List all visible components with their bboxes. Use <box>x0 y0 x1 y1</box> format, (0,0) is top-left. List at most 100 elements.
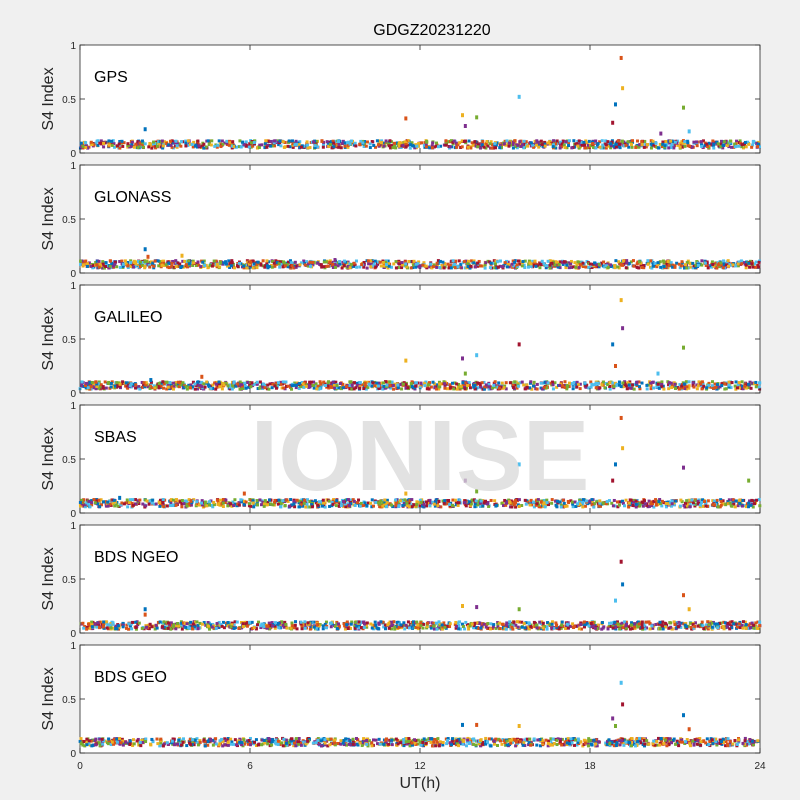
data-point <box>152 140 156 144</box>
data-point <box>719 263 723 267</box>
data-point <box>242 491 246 496</box>
data-point <box>529 141 533 145</box>
data-point <box>438 626 442 630</box>
data-point <box>363 381 367 385</box>
data-point <box>447 498 451 502</box>
data-point <box>81 144 85 148</box>
data-point <box>709 142 713 146</box>
data-point <box>224 498 228 502</box>
data-point <box>230 146 234 150</box>
data-point <box>627 505 631 509</box>
data-point <box>165 380 169 384</box>
data-point <box>401 143 405 147</box>
data-point <box>624 143 628 147</box>
data-point <box>480 624 484 628</box>
data-point <box>341 382 345 386</box>
data-point <box>690 498 694 502</box>
data-point <box>513 383 517 387</box>
data-point <box>552 140 556 144</box>
data-point <box>531 259 535 263</box>
data-point <box>435 387 439 391</box>
data-point <box>528 261 532 265</box>
data-point <box>330 144 334 148</box>
data-point <box>104 500 108 504</box>
data-point <box>247 504 251 508</box>
data-point <box>461 383 465 387</box>
data-point <box>333 262 337 266</box>
data-point <box>243 381 247 385</box>
data-point <box>79 145 83 149</box>
data-point <box>543 380 547 384</box>
data-point <box>80 382 84 386</box>
data-point <box>348 266 352 270</box>
data-point <box>661 620 665 624</box>
data-point <box>292 266 296 270</box>
data-point <box>302 259 306 263</box>
data-point <box>175 142 179 146</box>
data-point <box>238 139 242 143</box>
data-point <box>440 264 444 268</box>
data-point <box>387 264 391 268</box>
data-point <box>513 380 517 384</box>
data-point <box>623 380 627 384</box>
data-point <box>338 260 342 264</box>
data-point <box>257 620 261 624</box>
data-point <box>657 622 661 626</box>
data-point <box>396 386 400 390</box>
data-point <box>417 260 421 264</box>
data-point <box>430 144 434 148</box>
data-point <box>685 499 689 503</box>
data-point <box>384 260 388 264</box>
data-point <box>92 498 96 502</box>
data-point <box>650 266 654 270</box>
data-point <box>643 502 647 506</box>
data-point <box>85 501 89 505</box>
data-point <box>277 262 281 266</box>
data-point <box>463 499 467 503</box>
data-point <box>634 502 638 506</box>
data-point <box>277 498 281 502</box>
data-point <box>538 140 542 144</box>
data-point <box>719 498 723 502</box>
data-point <box>295 383 299 387</box>
data-point <box>232 623 236 627</box>
data-point <box>352 499 356 503</box>
data-point <box>360 263 364 267</box>
data-point <box>567 266 571 270</box>
data-point <box>614 364 617 368</box>
data-point <box>301 504 305 508</box>
data-point <box>649 387 653 391</box>
data-point <box>416 262 420 266</box>
data-point <box>504 503 508 507</box>
data-point <box>393 143 397 147</box>
data-point <box>448 145 452 149</box>
data-point <box>489 140 493 144</box>
data-point <box>421 263 425 267</box>
data-point <box>439 144 443 148</box>
data-point <box>721 502 725 506</box>
data-point <box>546 259 550 263</box>
data-point <box>442 501 446 505</box>
data-point <box>312 380 316 384</box>
data-point <box>267 621 271 625</box>
data-point <box>705 262 709 266</box>
data-point <box>635 380 639 384</box>
data-point <box>660 385 664 389</box>
data-point <box>383 380 387 384</box>
data-point <box>661 142 665 146</box>
data-point <box>619 415 623 420</box>
data-point <box>236 264 240 268</box>
data-point <box>490 386 494 390</box>
data-point <box>338 502 342 506</box>
data-point <box>747 261 751 265</box>
data-point <box>699 382 703 386</box>
data-point <box>161 380 165 384</box>
data-point <box>645 626 649 630</box>
data-point <box>679 141 683 145</box>
data-point <box>299 503 303 507</box>
data-point <box>619 262 623 266</box>
data-point <box>506 262 510 266</box>
data-point <box>742 261 746 265</box>
data-point <box>546 141 550 145</box>
data-point <box>323 501 327 505</box>
